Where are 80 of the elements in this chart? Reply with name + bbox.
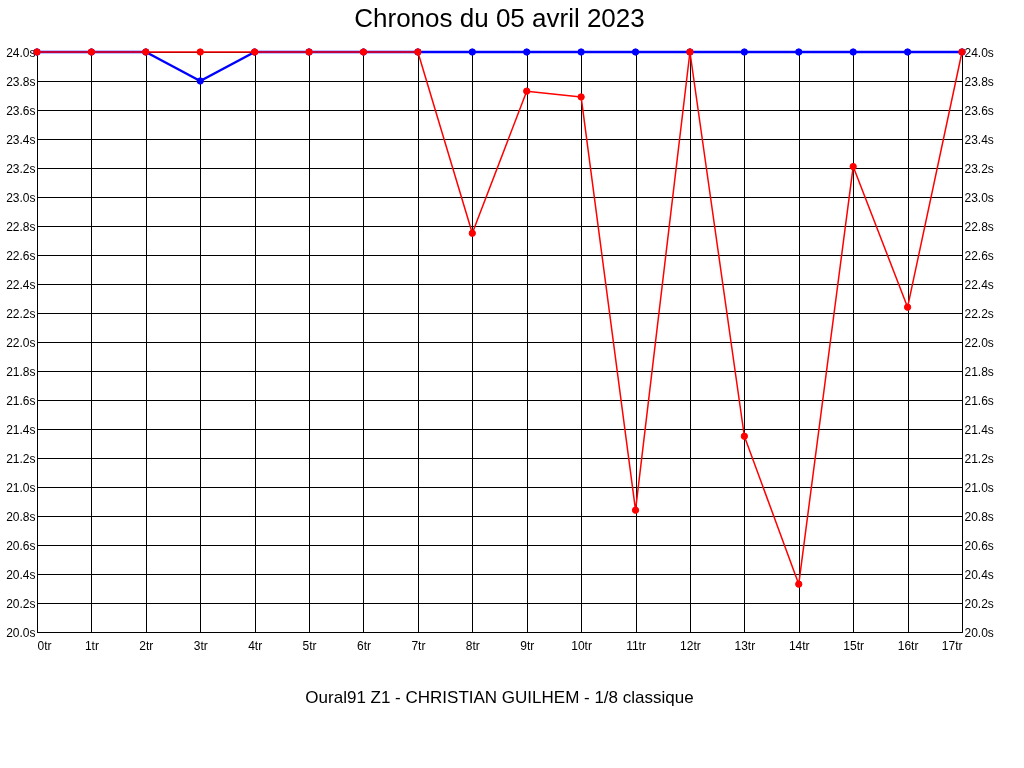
x-tick-label: 9tr [520,638,535,653]
y-tick-label: 22.2s [6,306,36,321]
y-tick-label: 20.6s [6,538,36,553]
point [577,48,585,56]
y-tick-label: 23.6s [6,103,36,118]
y2-tick-label: 22.2s [964,306,994,321]
x-tick-label: 17tr [941,638,963,653]
y-tick-label: 22.0s [6,335,36,350]
x-tick-label: 12tr [680,638,701,653]
y2-tick-label: 23.4s [964,132,994,147]
y-tick-label: 22.8s [6,219,36,234]
y2-tick-label: 22.6s [964,248,994,263]
y-tick-label: 21.2s [6,451,36,466]
text: Oural91 Z1 - CHRISTIAN GUILHEM - 1/8 classique [305,688,694,707]
y-tick-label: 21.8s [6,364,36,379]
y2-tick-label: 20.0s [964,625,994,640]
y2-tick-label: 23.2s [964,161,994,176]
y2-tick-label: 20.6s [964,538,994,553]
x-tick-label: 4tr [248,638,263,653]
point [523,48,531,56]
x-tick-label: 1tr [84,638,99,653]
point [740,48,749,56]
x-tick-label: 14tr [788,638,810,653]
chart-title: Chronos du 05 avril 2023 [354,3,645,33]
y-tick-label: 22.4s [6,277,36,292]
y-tick-label: 20.4s [6,567,36,582]
y-tick-label: 20.2s [6,596,36,611]
x-tick-label: 0tr [37,638,52,653]
x-tick-label: 8tr [465,638,480,653]
y-tick-label: 23.2s [6,161,36,176]
y-tick-label: 21.4s [6,422,36,437]
y-tick-label: 24.0s [6,45,36,60]
y2-tick-label: 21.2s [964,451,994,466]
y2-tick-label: 20.2s [964,596,994,611]
y2-tick-label: 23.0s [964,190,994,205]
y-tick-label: 21.6s [6,393,36,408]
point [468,48,476,56]
y-tick-label: 22.6s [6,248,36,263]
x-tick-label: 15tr [843,638,865,653]
x-tick-label: 16tr [897,638,919,653]
point [795,580,803,588]
y2-tick-label: 23.8s [964,74,994,89]
y2-tick-label: 23.6s [964,103,994,118]
point [849,162,857,171]
y-tick-label: 21.0s [6,480,36,495]
y2-tick-label: 22.4s [964,277,994,292]
point [196,48,204,56]
x-tick-label: 6tr [356,638,371,653]
x-tick-label: 7tr [411,638,426,653]
point [795,48,803,56]
x-tick-label: 11tr [626,638,646,653]
y2-tick-label: 21.0s [964,480,994,495]
y2-tick-label: 22.0s [964,335,994,350]
y-tick-label: 23.0s [6,190,36,205]
y2-tick-label: 21.6s [964,393,994,408]
point [523,87,531,95]
y2-tick-label: 21.8s [964,364,994,379]
point [903,48,912,56]
point [577,93,585,101]
y-tick-label: 20.8s [6,509,36,524]
y2-tick-label: 20.4s [964,567,994,582]
x-tick-label: 10tr [571,638,592,653]
x-tick-label: 3tr [193,638,208,653]
point [468,229,476,237]
x-tick-label: 13tr [734,638,756,653]
point [631,48,640,56]
x-tick-label: 2tr [139,638,154,653]
y2-tick-label: 22.8s [964,219,994,234]
point [849,48,857,56]
x-tick-label: 5tr [302,638,317,653]
y2-tick-label: 24.0s [964,45,994,60]
point [740,432,749,440]
y-tick-label: 20.0s [6,625,36,640]
point [903,303,912,311]
point [631,506,640,514]
y2-tick-label: 20.8s [964,509,994,524]
y-tick-label: 23.8s [6,74,36,89]
point [196,77,204,85]
y-tick-label: 23.4s [6,132,36,147]
y2-tick-label: 21.4s [964,422,994,437]
